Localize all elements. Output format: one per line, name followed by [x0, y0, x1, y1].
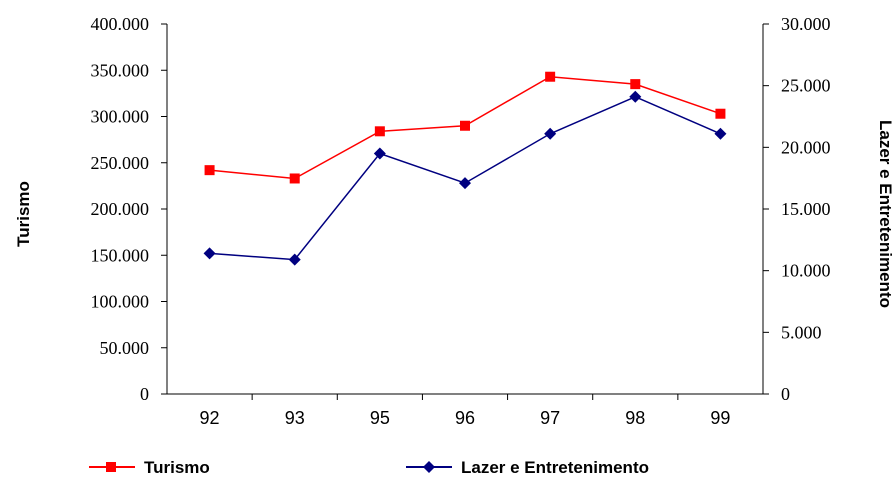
right-tick-label: 15.000: [781, 199, 831, 219]
data-point-lazer: [544, 127, 557, 140]
data-point-turismo: [289, 173, 300, 184]
data-point-turismo: [460, 120, 470, 131]
left-tick-label: 100.000: [91, 292, 150, 312]
right-tick-label: 20.000: [781, 137, 831, 157]
x-axis-ticks: 92 93 95 96 97 98 99: [200, 394, 730, 428]
left-tick-label: 200.000: [91, 199, 150, 219]
left-tick-label: 350.000: [91, 60, 150, 80]
left-tick-label: 250.000: [91, 153, 150, 173]
x-tick-label: 95: [370, 408, 390, 428]
y-axis-title-right: Lazer e Entretenimento: [876, 120, 895, 308]
data-point-turismo: [545, 71, 556, 82]
series-layer: [203, 71, 727, 266]
y-axis-title-left: Turismo: [14, 181, 33, 247]
x-tick-label: 99: [710, 408, 730, 428]
left-tick-label: 0: [140, 384, 149, 404]
legend-marker-turismo: [106, 462, 116, 472]
legend-item-turismo: Turismo: [89, 458, 210, 477]
right-tick-label: 5.000: [781, 322, 822, 342]
right-tick-label: 25.000: [781, 76, 831, 96]
legend-marker-lazer: [423, 461, 435, 473]
x-tick-label: 97: [540, 408, 560, 428]
data-point-lazer: [373, 147, 386, 160]
axes: [166, 24, 764, 395]
x-tick-label: 92: [200, 408, 220, 428]
data-point-turismo: [715, 108, 726, 119]
right-tick-label: 0: [781, 384, 790, 404]
data-point-turismo: [374, 126, 385, 137]
data-point-lazer: [629, 90, 642, 103]
left-tick-label: 50.000: [100, 338, 150, 358]
legend-label-lazer: Lazer e Entretenimento: [461, 458, 649, 477]
legend: Turismo Lazer e Entretenimento: [89, 458, 649, 477]
x-tick-label: 93: [285, 408, 305, 428]
legend-label-turismo: Turismo: [144, 458, 210, 477]
left-axis-ticks: 0 50.000 100.000 150.000 200.000 250.000 300.0…: [91, 14, 167, 404]
left-tick-label: 150.000: [91, 245, 150, 265]
data-point-lazer: [714, 127, 727, 140]
data-point-turismo: [630, 79, 641, 90]
right-tick-label: 10.000: [781, 261, 831, 281]
legend-item-lazer: Lazer e Entretenimento: [406, 458, 649, 477]
data-point-lazer: [288, 253, 301, 266]
data-point-lazer: [203, 247, 216, 260]
right-tick-label: 30.000: [781, 14, 831, 34]
x-tick-label: 96: [455, 408, 475, 428]
right-axis-ticks: 0 5.000 10.000 15.000 20.000 25.000 30.000: [763, 14, 831, 404]
data-point-lazer: [459, 177, 471, 190]
left-tick-label: 400.000: [91, 14, 150, 34]
x-tick-label: 98: [625, 408, 645, 428]
left-tick-label: 300.000: [91, 107, 150, 127]
data-point-turismo: [204, 165, 215, 176]
